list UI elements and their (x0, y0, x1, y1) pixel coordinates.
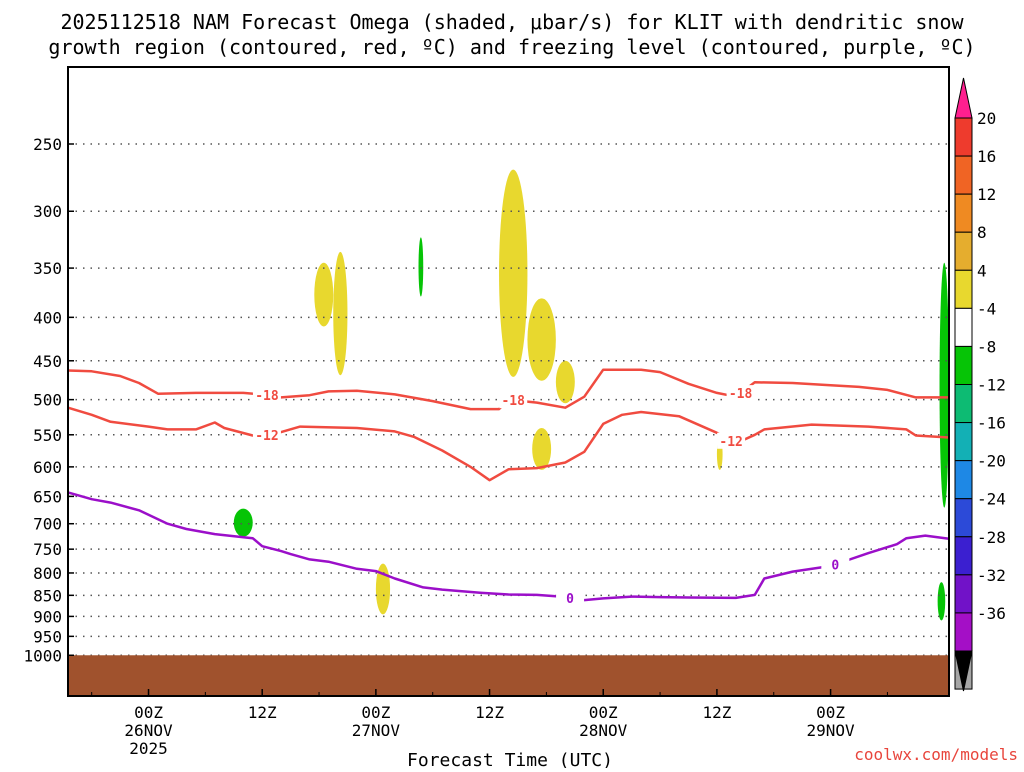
omega-region (499, 169, 528, 377)
y-tick-label: 900 (33, 607, 62, 626)
y-tick-label: 750 (33, 540, 62, 559)
colorbar-segment (954, 345, 973, 385)
contour-label: 0 (831, 558, 839, 573)
contour-label-bg (499, 392, 528, 409)
x-tick-label: 12Z (702, 703, 731, 722)
y-tick-label: 400 (33, 308, 62, 327)
contour-label: -12 (719, 435, 742, 450)
x-tick-day: 27NOV (352, 721, 401, 740)
colorbar-bottom-arrow (954, 650, 973, 692)
colorbar-label: 20 (977, 109, 996, 128)
colorbar-segment (954, 574, 973, 614)
y-tick-label: 500 (33, 391, 62, 410)
y-tick-label: 600 (33, 458, 62, 477)
y-tick-label: 450 (33, 352, 62, 371)
chart-title-line-1: 2025112518 NAM Forecast Omega (shaded, μ… (60, 10, 964, 34)
x-tick-year: 2025 (129, 739, 168, 758)
omega-region (314, 262, 334, 327)
colorbar-label: 12 (977, 185, 996, 204)
colorbar-label: -20 (977, 452, 1006, 471)
colorbar-label: -36 (977, 604, 1006, 623)
contour-label-bg (252, 426, 281, 443)
x-tick-label: 00Z (361, 703, 390, 722)
terrain-band (68, 655, 949, 696)
temperature-contours: -18 -18 -18 -12 -12 0 0 (67, 368, 950, 607)
colorbar-label: 16 (977, 147, 996, 166)
x-tick-label: 12Z (248, 703, 277, 722)
contour-label-bg (821, 556, 850, 573)
contour-label-bg (717, 432, 746, 449)
colorbar-segment (954, 612, 973, 652)
colorbar-label: -24 (977, 490, 1006, 509)
colorbar-label: -8 (977, 337, 996, 356)
omega-region (937, 582, 946, 621)
y-tick-label: 1000 (23, 646, 62, 665)
contour-label: -18 (501, 394, 525, 409)
omega-shading-layer (233, 169, 949, 621)
y-tick-label: 300 (33, 202, 62, 221)
omega-colorbar: 20 16 12 8 4 -4 -8 -12 -16 -20 -24 -28 -32 -36 (954, 77, 1006, 692)
contour-label: 0 (566, 592, 574, 607)
contour-label: -18 (255, 389, 279, 404)
colorbar-label: -12 (977, 376, 1006, 395)
colorbar-segment (954, 536, 973, 576)
omega-region (532, 428, 552, 470)
omega-region (233, 508, 253, 537)
colorbar-label: -32 (977, 566, 1006, 585)
chart-title-line-2: growth region (contoured, red, ºC) and f… (48, 35, 975, 59)
colorbar-label: -28 (977, 528, 1006, 547)
y-tick-label: 650 (33, 487, 62, 506)
y-tick-label: 250 (33, 135, 62, 154)
omega-region (555, 360, 575, 404)
contour-label: -18 (729, 387, 753, 402)
y-tick-label: 850 (33, 586, 62, 605)
x-tick-day: 29NOV (807, 721, 856, 740)
colorbar-segment (954, 307, 973, 347)
colorbar-segment (954, 460, 973, 500)
contour-label: -12 (255, 429, 278, 444)
colorbar-segment (954, 498, 973, 538)
x-tick-label: 00Z (134, 703, 163, 722)
colorbar-label: -16 (977, 414, 1006, 433)
colorbar-segment (954, 422, 973, 462)
plot-frame (67, 66, 950, 697)
y-tick-label: 950 (33, 627, 62, 646)
colorbar-segment (954, 155, 973, 195)
colorbar-label: -4 (977, 299, 996, 318)
colorbar-top-arrow (954, 77, 973, 119)
colorbar-segment (954, 384, 973, 424)
omega-region (939, 262, 949, 508)
omega-region (527, 298, 556, 381)
y-tick-label: 350 (33, 259, 62, 278)
colorbar-label: 8 (977, 223, 987, 242)
contour-label-bg (556, 590, 585, 607)
contour-line (67, 491, 950, 602)
x-tick-day: 26NOV (124, 721, 173, 740)
colorbar-segment (954, 231, 973, 271)
x-tick-label: 00Z (816, 703, 845, 722)
y-tick-label: 800 (33, 564, 62, 583)
x-tick-label: 00Z (589, 703, 618, 722)
colorbar-segment (954, 193, 973, 233)
y-tick-label: 700 (33, 515, 62, 534)
x-axis-title: Forecast Time (UTC) (407, 750, 613, 768)
colorbar-segment (954, 269, 973, 309)
omega-region (418, 237, 424, 297)
y-axis-ticks: 250 300 350 400 450 500 550 600 650 700 750 800 850 9… (23, 135, 74, 665)
contour-label-bg (252, 387, 281, 404)
omega-region (333, 251, 348, 376)
colorbar-label: 4 (977, 261, 987, 280)
x-tick-day: 28NOV (579, 721, 628, 740)
credit-text: coolwx.com/models (854, 745, 1018, 764)
y-tick-label: 550 (33, 426, 62, 445)
contour-label-bg (726, 385, 755, 402)
contour-line (67, 406, 950, 482)
terrain-layer (68, 655, 949, 696)
colorbar-segment (954, 117, 973, 157)
x-tick-label: 12Z (475, 703, 504, 722)
